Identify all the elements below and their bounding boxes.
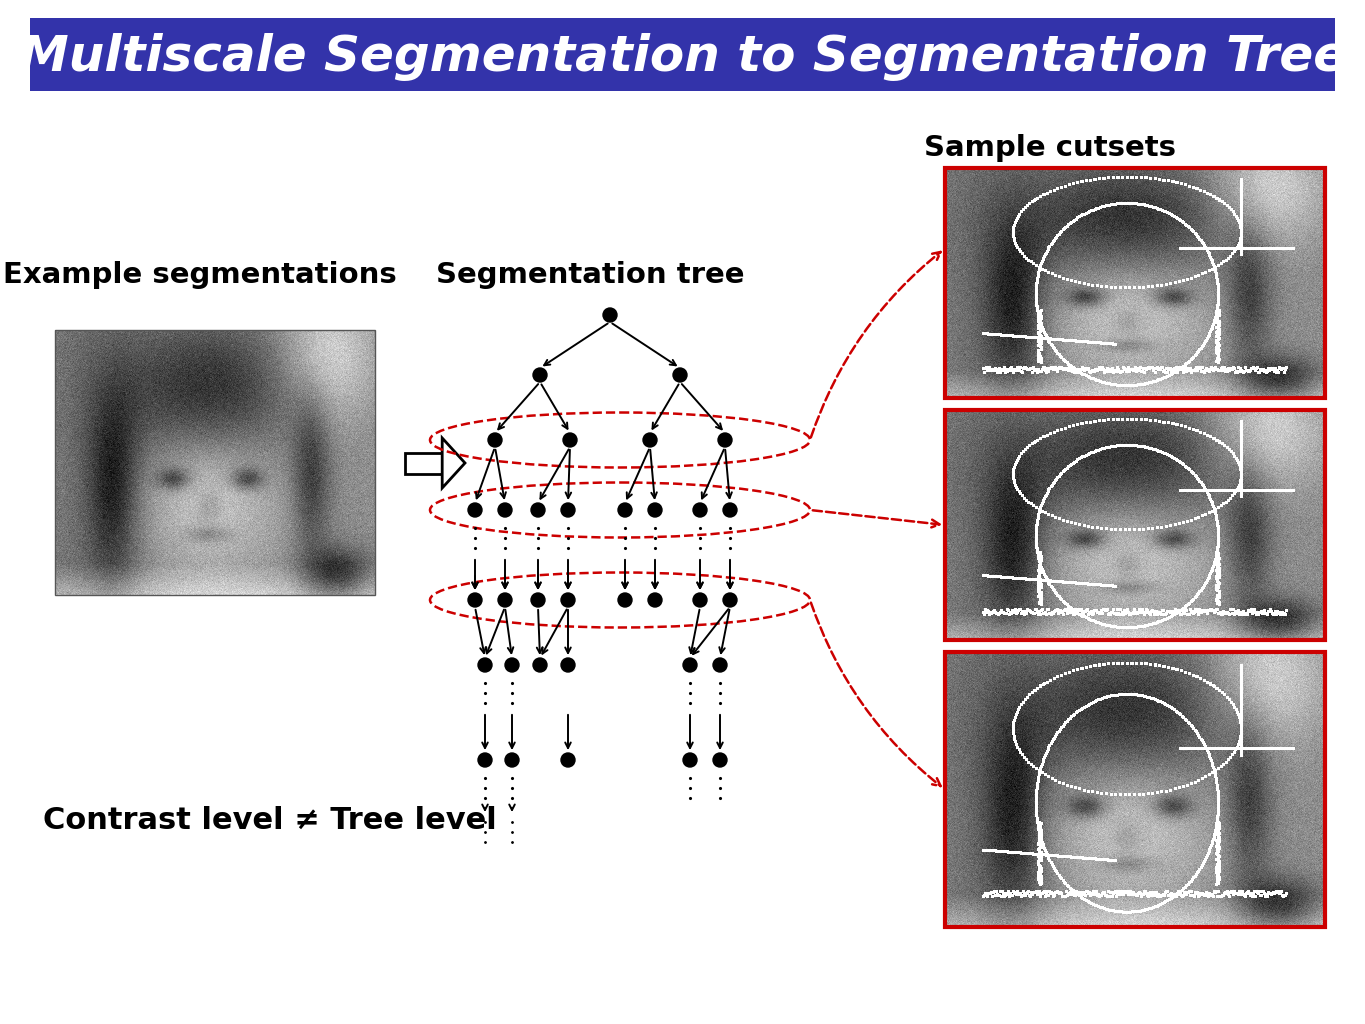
Circle shape [468,593,482,607]
Circle shape [532,658,547,672]
Circle shape [618,503,632,517]
Circle shape [713,753,728,767]
Circle shape [618,593,632,607]
Circle shape [489,433,502,447]
Circle shape [682,753,698,767]
Circle shape [498,503,512,517]
Circle shape [643,433,657,447]
Circle shape [648,593,662,607]
Circle shape [713,658,728,672]
Text: Multiscale Segmentation to Segmentation Tree: Multiscale Segmentation to Segmentation … [19,33,1347,81]
Circle shape [693,503,707,517]
Circle shape [561,753,575,767]
Text: Sample cutsets: Sample cutsets [924,134,1177,162]
Circle shape [561,658,575,672]
Circle shape [648,503,662,517]
Circle shape [505,658,519,672]
Circle shape [682,658,698,672]
Circle shape [561,593,575,607]
Circle shape [723,503,737,517]
Circle shape [723,593,737,607]
Circle shape [531,503,545,517]
Circle shape [673,368,687,382]
Text: Example segmentations: Example segmentations [3,261,397,289]
Circle shape [531,593,545,607]
Circle shape [718,433,732,447]
Circle shape [532,368,547,382]
Circle shape [693,593,707,607]
Text: Contrast level ≠ Tree level: Contrast level ≠ Tree level [44,806,497,835]
Circle shape [562,433,577,447]
Circle shape [561,503,575,517]
Circle shape [505,753,519,767]
Circle shape [478,658,491,672]
Circle shape [603,308,617,322]
FancyBboxPatch shape [30,18,1335,91]
Circle shape [498,593,512,607]
Polygon shape [442,438,465,488]
Circle shape [478,753,491,767]
Text: Segmentation tree: Segmentation tree [435,261,744,289]
FancyBboxPatch shape [405,453,442,473]
Circle shape [468,503,482,517]
